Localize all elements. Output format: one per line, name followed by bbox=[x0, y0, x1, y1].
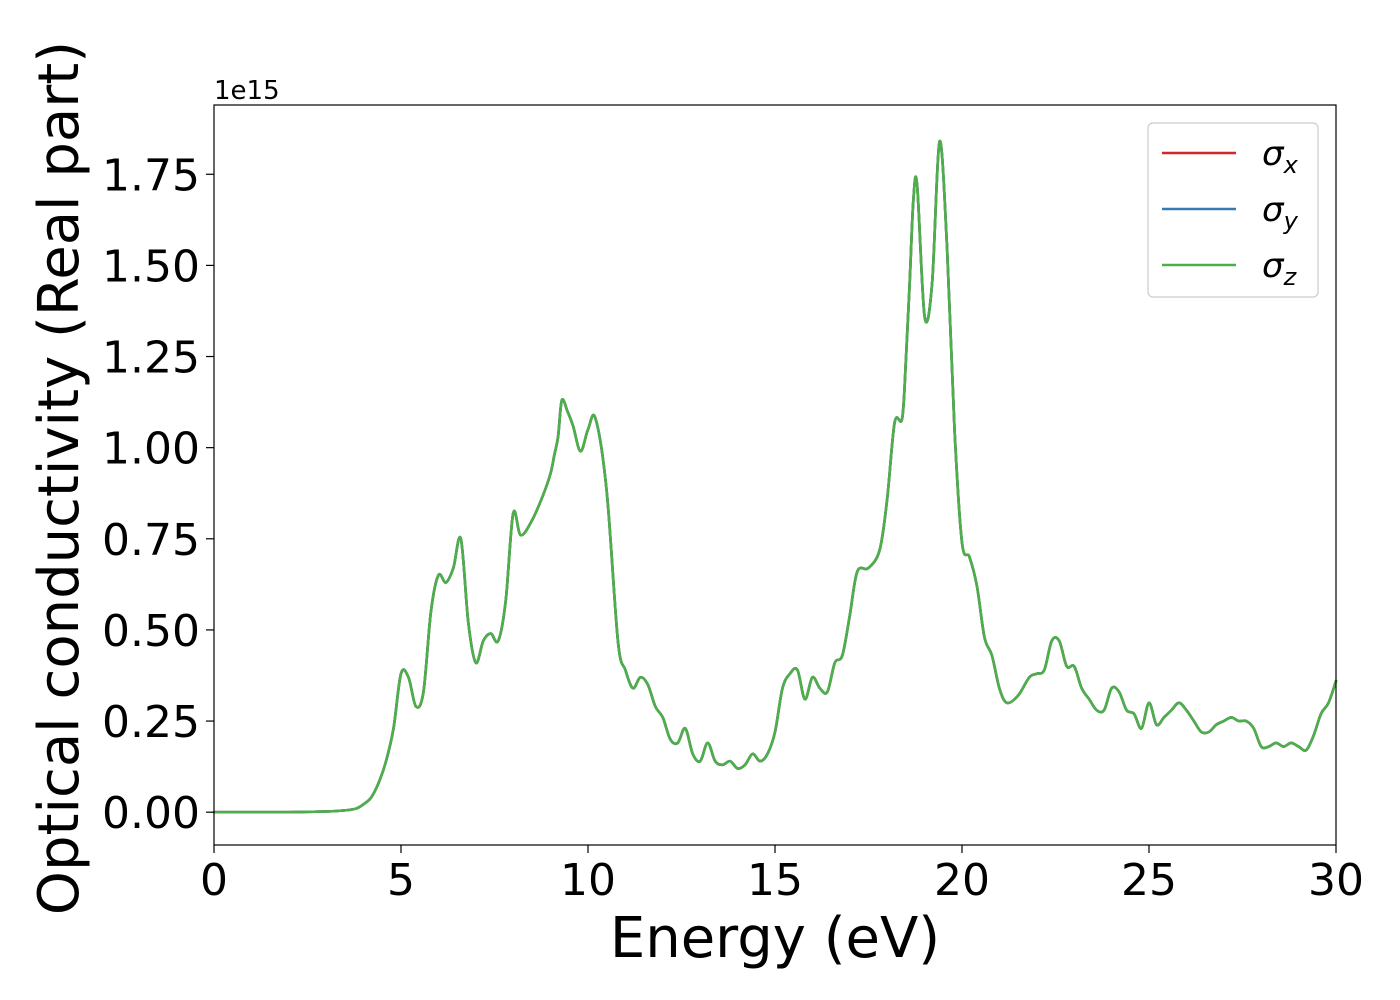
y-tick-label: 1.25 bbox=[102, 333, 200, 384]
y-tick-label: 0.25 bbox=[102, 697, 200, 748]
x-tick-label: 25 bbox=[1121, 855, 1177, 906]
y-axis-label: Optical conductivity (Real part) bbox=[27, 41, 92, 915]
y-tick-label: 1.50 bbox=[102, 241, 200, 292]
y-tick-label: 0.50 bbox=[102, 606, 200, 657]
y-tick-label: 1.00 bbox=[102, 424, 200, 475]
y-tick-label: 0.00 bbox=[102, 788, 200, 839]
x-tick-label: 5 bbox=[387, 855, 415, 906]
x-axis-label: Energy (eV) bbox=[610, 906, 940, 971]
x-tick-label: 30 bbox=[1308, 855, 1364, 906]
x-tick-label: 10 bbox=[560, 855, 616, 906]
x-axis: 0 5 10 15 20 25 30 bbox=[200, 845, 1364, 906]
y-axis: 0.00 0.25 0.50 0.75 1.00 1.25 1.50 1.75 bbox=[102, 150, 214, 839]
x-tick-label: 15 bbox=[747, 855, 803, 906]
series-lines bbox=[212, 140, 1338, 814]
series-line-z bbox=[212, 140, 1338, 814]
y-tick-label: 0.75 bbox=[102, 515, 200, 566]
y-tick-label: 1.75 bbox=[102, 150, 200, 201]
legend-label-y: σy bbox=[1262, 190, 1299, 235]
x-tick-label: 20 bbox=[934, 855, 990, 906]
x-tick-label: 0 bbox=[200, 855, 228, 906]
y-offset-label: 1e15 bbox=[214, 76, 280, 106]
